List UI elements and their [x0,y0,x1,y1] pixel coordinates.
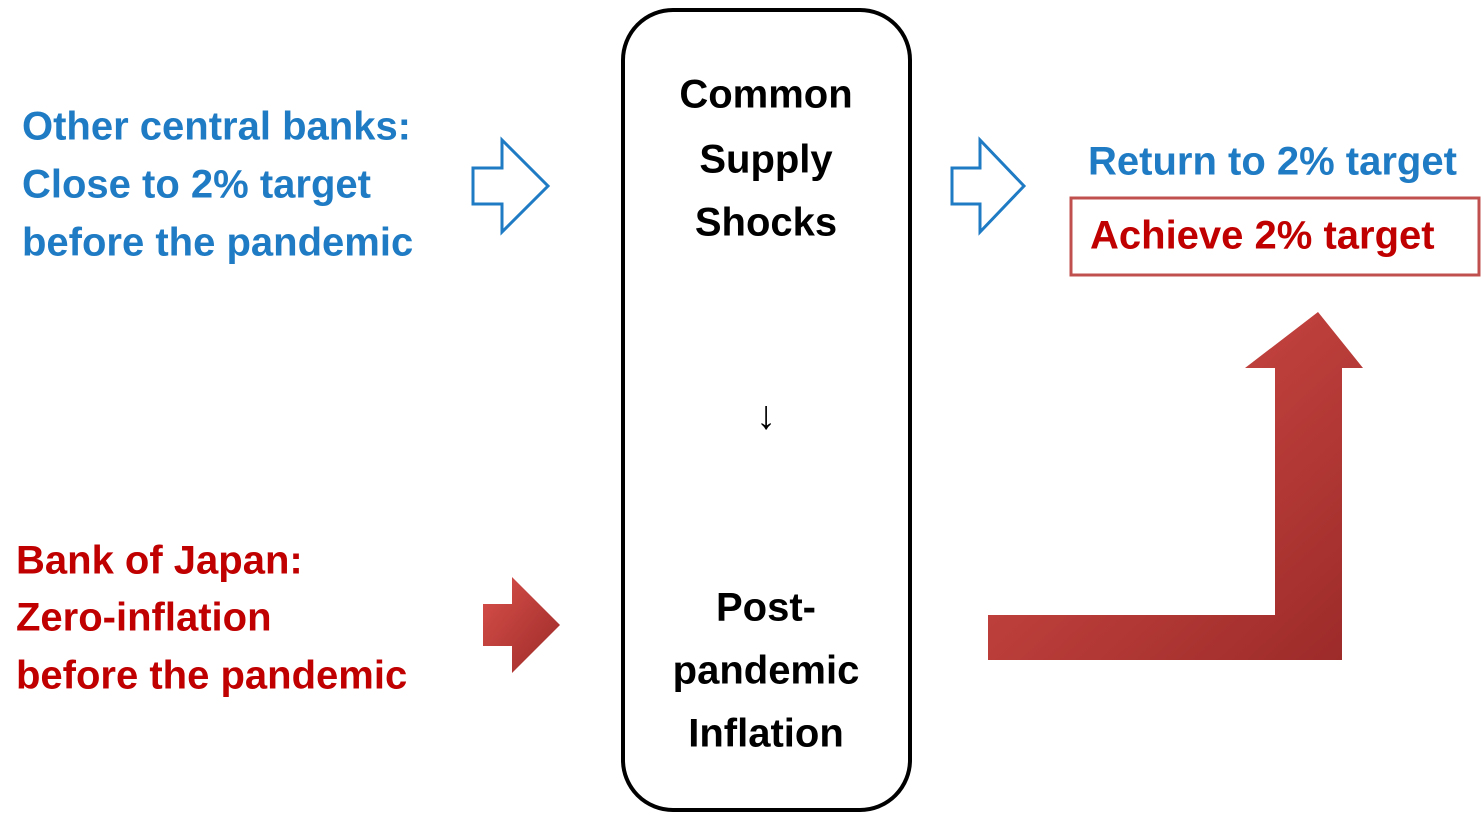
hollow-arrow [471,136,551,236]
label: Bank of Japan: [16,539,303,583]
label: Post- [716,586,816,630]
label: pandemic [673,649,860,693]
arrow-symbol: ↓ [756,394,776,438]
label: Supply [699,138,833,182]
label: Close to 2% target [22,163,371,207]
center-box [621,8,912,812]
hollow-arrow [950,136,1027,236]
target-box [1069,196,1481,277]
label: Shocks [695,201,837,245]
label: before the pandemic [16,654,407,698]
label: Return to 2% target [1088,140,1457,184]
solid-arrow [483,577,560,673]
label: Zero-inflation [16,596,272,640]
elbow-arrow [988,312,1363,660]
label: Common [679,73,852,117]
label: Achieve 2% target [1090,214,1435,258]
label: Other central banks: [22,105,411,149]
label: Inflation [688,712,844,756]
label: before the pandemic [22,221,413,265]
